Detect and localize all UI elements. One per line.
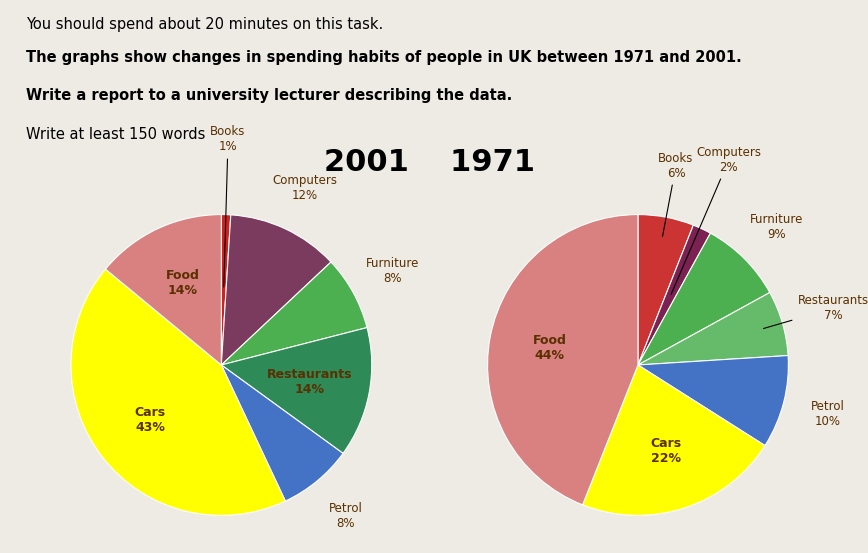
Text: Food
14%: Food 14% <box>166 269 200 298</box>
Text: Computers
2%: Computers 2% <box>671 145 761 294</box>
Text: Restaurants
7%: Restaurants 7% <box>764 294 868 328</box>
Wedge shape <box>221 215 231 365</box>
Text: 1971: 1971 <box>450 148 567 177</box>
Text: Computers
12%: Computers 12% <box>272 174 337 202</box>
Text: Books
1%: Books 1% <box>210 126 246 287</box>
Text: Cars
22%: Cars 22% <box>650 437 681 465</box>
Wedge shape <box>638 225 710 365</box>
Text: Cars
43%: Cars 43% <box>135 406 166 434</box>
Wedge shape <box>71 269 286 515</box>
Wedge shape <box>221 262 367 365</box>
Text: Write a report to a university lecturer describing the data.: Write a report to a university lecturer … <box>26 88 512 103</box>
Wedge shape <box>221 327 372 453</box>
Text: Furniture
8%: Furniture 8% <box>366 257 419 285</box>
Wedge shape <box>105 215 221 365</box>
Text: 2001: 2001 <box>240 148 410 177</box>
Text: Food
44%: Food 44% <box>532 334 566 362</box>
Wedge shape <box>221 215 331 365</box>
Wedge shape <box>221 365 343 501</box>
Wedge shape <box>582 365 765 515</box>
Text: The graphs show changes in spending habits of people in UK between 1971 and 2001: The graphs show changes in spending habi… <box>26 50 742 65</box>
Text: Petrol
10%: Petrol 10% <box>811 400 845 427</box>
Wedge shape <box>638 356 788 446</box>
Text: Write at least 150 words: Write at least 150 words <box>26 127 206 142</box>
Text: You should spend about 20 minutes on this task.: You should spend about 20 minutes on thi… <box>26 17 384 32</box>
Text: Petrol
8%: Petrol 8% <box>329 502 363 530</box>
Text: Restaurants
14%: Restaurants 14% <box>267 368 352 396</box>
Text: Books
6%: Books 6% <box>658 152 694 237</box>
Wedge shape <box>638 233 770 365</box>
Wedge shape <box>638 293 788 365</box>
Text: Furniture
9%: Furniture 9% <box>750 213 803 241</box>
Wedge shape <box>638 215 694 365</box>
Wedge shape <box>488 215 638 505</box>
